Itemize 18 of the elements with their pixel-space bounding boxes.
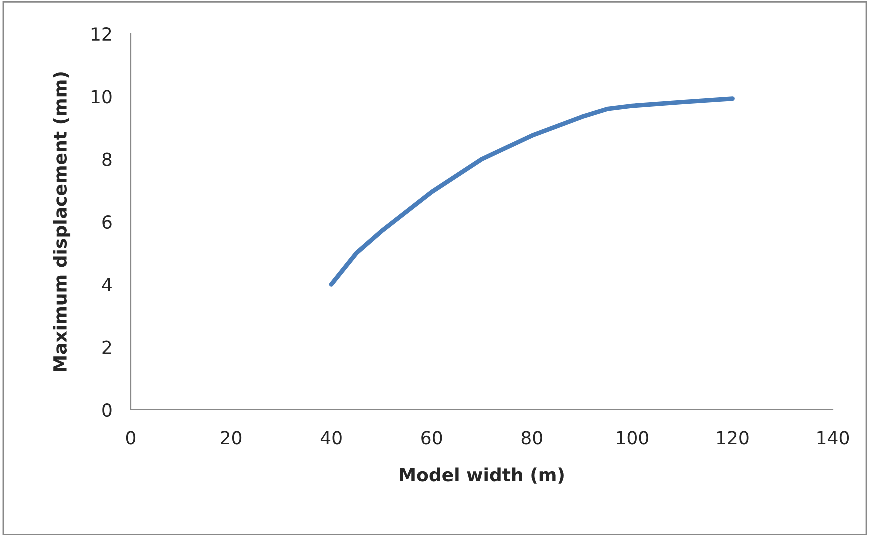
x-tick-label: 120 [717,431,749,445]
x-tick-label: 40 [320,431,342,445]
x-tick-label: 100 [617,431,648,445]
line-series [329,96,735,287]
x-tick-label: 60 [422,431,442,445]
y-tick-label: 4 [102,278,112,292]
y-tick-label: 12 [92,27,112,41]
x-tick-label: 80 [522,431,542,445]
y-tick-label: 8 [102,152,112,166]
x-tick-label: 0 [126,431,136,445]
y-tick-label: 0 [102,403,112,418]
y-tick-label: 10 [92,90,112,104]
y-tick-label: 2 [102,340,112,354]
y-tick-label: 6 [102,215,112,230]
x-tick-label: 140 [818,431,850,445]
x-axis-title: Model width (m) [400,468,564,484]
x-tick-label: 20 [221,431,242,445]
y-axis-title: Maximum displacement (mm) [53,72,71,372]
